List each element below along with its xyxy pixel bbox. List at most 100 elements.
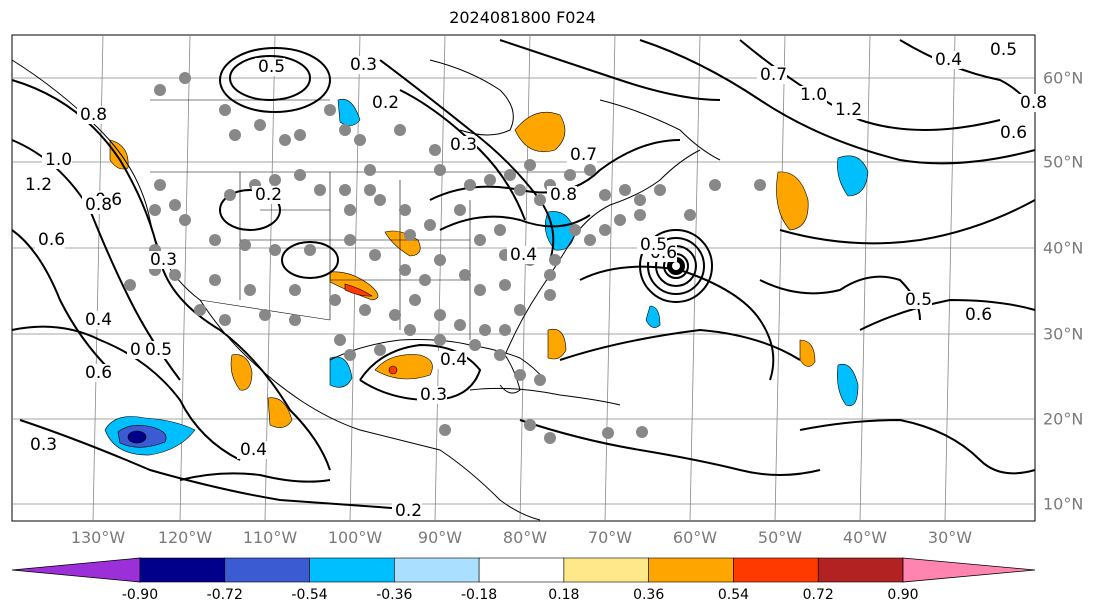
station-dot	[329, 294, 341, 306]
cuba	[469, 387, 621, 406]
station-dot	[479, 324, 491, 336]
station-dot	[194, 304, 206, 316]
station-dot	[219, 314, 231, 326]
shade-gulf	[374, 354, 433, 380]
west-coast	[11, 59, 541, 521]
lon-tick-label: 70°W	[587, 528, 633, 547]
station-dot	[169, 199, 181, 211]
station-dot	[149, 204, 161, 216]
station-dot	[339, 184, 351, 196]
station-dot	[154, 84, 166, 96]
colorbar-cell	[648, 557, 734, 583]
station-dot	[499, 279, 511, 291]
contour-label: 0.4	[440, 350, 467, 370]
lon-tick-label: 60°W	[672, 528, 718, 547]
contour-label: 0.5	[145, 340, 172, 360]
station-dot	[602, 427, 614, 439]
shade-canada	[514, 111, 566, 153]
lat-tick-label: 30°N	[1043, 324, 1084, 344]
contour-label: 0.4	[240, 440, 267, 460]
station-dot	[434, 334, 446, 346]
station-dots	[124, 72, 766, 444]
shade-plains-core	[344, 283, 373, 297]
shade-caribbean	[547, 328, 567, 360]
station-dot	[324, 104, 336, 116]
colorbar-tick-label: -0.54	[291, 587, 328, 603]
contour-label: 0.3	[350, 55, 377, 75]
contour-label: 0.5	[258, 57, 285, 77]
station-dot	[419, 274, 431, 286]
station-dot	[289, 314, 301, 326]
lat-tick-label: 10°N	[1043, 494, 1084, 514]
station-dot	[314, 184, 326, 196]
lon-tick-label: 80°W	[502, 528, 548, 547]
station-dot	[424, 219, 436, 231]
contour-label: 0.6	[1000, 123, 1027, 143]
colorbar-tick-label: -0.90	[121, 587, 159, 603]
station-dot	[484, 174, 496, 186]
colorbar	[11, 557, 1036, 583]
contour-label: 0.2	[395, 501, 422, 521]
contour-label: 0.5	[905, 290, 932, 310]
lat-tick-label: 50°N	[1043, 152, 1084, 172]
station-dot	[499, 324, 511, 336]
station-dot	[534, 194, 546, 206]
station-dot	[209, 274, 221, 286]
lat-tick-label: 40°N	[1043, 238, 1084, 258]
station-dot	[304, 244, 316, 256]
station-dot	[654, 184, 666, 196]
colorbar-tick-label: 0.18	[548, 587, 580, 603]
colorbar-cell	[563, 557, 649, 583]
shade-bermuda	[645, 305, 661, 328]
station-dot	[524, 159, 536, 171]
station-dot	[544, 269, 556, 281]
colorbar-tick-label: -0.36	[376, 587, 413, 603]
lon-tick-label: 110°W	[242, 528, 298, 547]
station-dot	[564, 169, 576, 181]
lon-tick-label: 30°W	[927, 528, 973, 547]
colorbar-cell	[139, 557, 226, 583]
station-dot	[254, 119, 266, 131]
station-dot	[514, 369, 526, 381]
colorbar-tick-label: 0.36	[633, 587, 665, 603]
colorbar-cell	[478, 557, 565, 583]
station-dot	[344, 234, 356, 246]
contour-label: 0.3	[30, 435, 57, 455]
station-dot	[684, 209, 696, 221]
contour-label: 0.4	[935, 50, 962, 70]
shaded-regions	[104, 98, 869, 456]
station-dot	[224, 189, 236, 201]
station-dot	[634, 209, 646, 221]
colorbar-tick-label: -0.72	[206, 587, 243, 603]
station-dot	[364, 184, 376, 196]
station-dot	[399, 204, 411, 216]
station-dot	[359, 304, 371, 316]
hurricane-eye-ring	[672, 262, 680, 270]
station-dot	[279, 134, 291, 146]
contour-labels: 0.5 0.3 0.2 0.3 0.8 0.6 0.7 1.0 1.2 0.4 0.5 0.8 0.6 1…	[22, 40, 1047, 521]
contour-label: 1.0	[45, 150, 72, 170]
contour-label: 0.6	[38, 230, 65, 250]
map-title: 2024081800 F024	[449, 8, 596, 27]
lat-lon-grid	[12, 34, 1035, 522]
contour-label: 0.2	[255, 185, 282, 205]
station-dot	[404, 229, 416, 241]
station-dot	[634, 194, 646, 206]
map-plot: 0.5 0.3 0.2 0.3 0.8 0.6 0.7 1.0 1.2 0.4 0.5 0.8 0.6 1…	[11, 34, 1047, 522]
colorbar-tick-label: 0.72	[802, 587, 834, 603]
station-dot	[429, 144, 441, 156]
station-dot	[409, 294, 421, 306]
station-dot	[344, 204, 356, 216]
station-dot	[494, 349, 506, 361]
contour-label: 0.3	[420, 385, 447, 405]
contour-label: 1.0	[800, 85, 827, 105]
station-dot	[599, 224, 611, 236]
station-dot	[504, 169, 516, 181]
lon-tick-label: 50°W	[757, 528, 803, 547]
shade-gulf-core	[388, 365, 398, 375]
station-dot	[434, 309, 446, 321]
station-dot	[454, 204, 466, 216]
station-dot	[344, 349, 356, 361]
shade-mexico	[230, 354, 253, 391]
contour-label: 0.7	[760, 65, 787, 85]
